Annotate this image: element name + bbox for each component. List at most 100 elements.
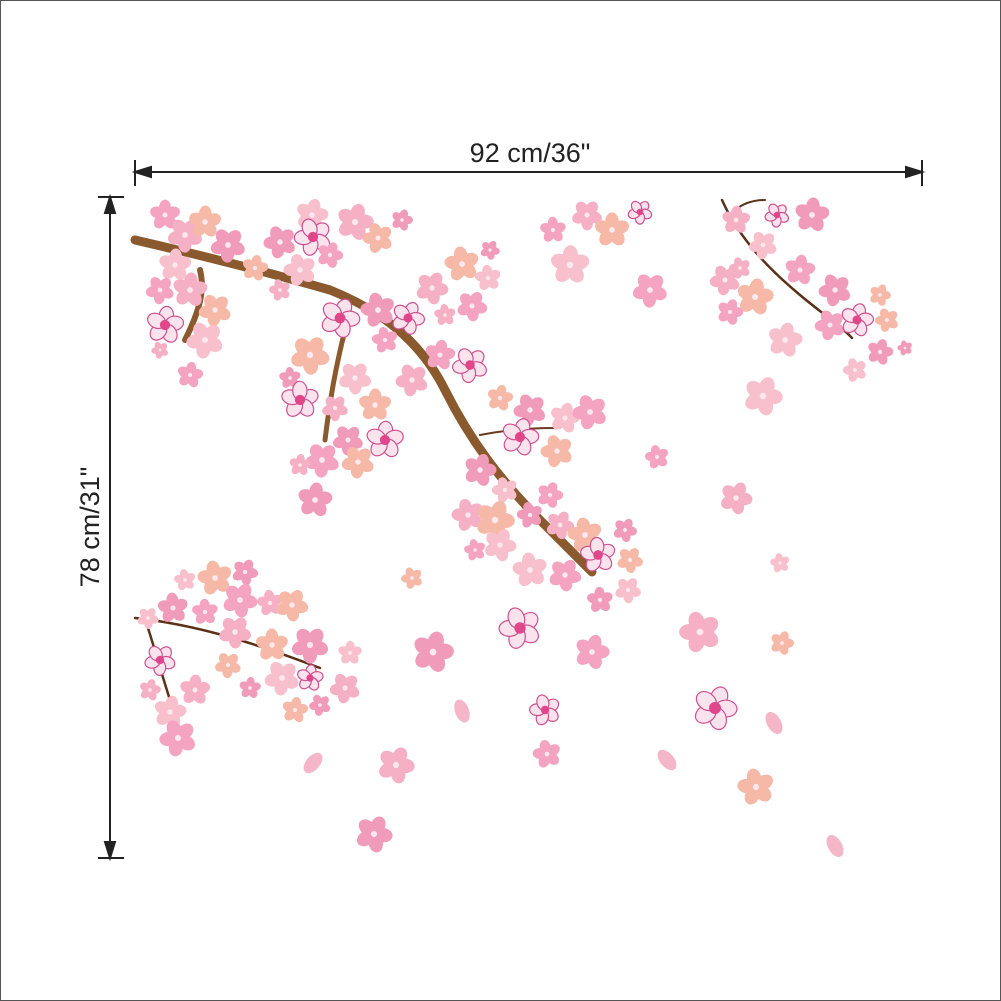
blossom-center <box>636 208 644 216</box>
blossom <box>359 388 391 420</box>
blossom <box>159 248 192 280</box>
blossom <box>538 482 564 508</box>
petal <box>392 212 403 222</box>
blossom-center <box>192 687 198 693</box>
blossom-center <box>352 375 358 381</box>
blossom <box>737 278 774 315</box>
blossom-center <box>752 783 760 791</box>
blossom-center <box>342 685 348 691</box>
blossom <box>814 310 844 341</box>
blossom <box>465 454 497 486</box>
blossom-center <box>232 629 238 635</box>
blossom-center <box>609 227 615 233</box>
blossom-center <box>187 372 193 378</box>
blossom <box>451 348 487 384</box>
petal <box>551 253 571 270</box>
blossom <box>770 553 790 573</box>
petal <box>337 426 351 441</box>
blossom <box>329 673 360 704</box>
blossom-center <box>727 309 733 315</box>
blossom <box>572 395 606 430</box>
petal <box>338 646 351 656</box>
blossom-center <box>288 376 292 380</box>
blossom <box>480 240 500 260</box>
petal <box>239 681 251 691</box>
blossom-center <box>155 655 165 665</box>
blossom <box>140 679 161 701</box>
petal <box>552 561 567 577</box>
blossom-center <box>527 512 533 518</box>
blossom-center <box>469 303 475 309</box>
petal <box>547 435 561 452</box>
blossom <box>281 380 319 417</box>
blossom <box>309 694 331 716</box>
petal <box>289 458 301 468</box>
blossom-center <box>182 232 188 238</box>
blossom <box>392 209 413 231</box>
petal <box>538 485 551 497</box>
blossom <box>239 677 261 698</box>
blossom-center <box>562 572 568 578</box>
blossom <box>157 592 188 622</box>
petal <box>465 458 481 473</box>
blossom <box>232 559 259 586</box>
petal <box>734 257 743 269</box>
blossom-center <box>225 242 231 248</box>
blossom-center <box>307 231 319 243</box>
petal <box>172 219 188 236</box>
blossom <box>769 322 803 357</box>
blossom-center <box>582 532 588 538</box>
petal <box>204 294 218 311</box>
petal <box>215 229 231 246</box>
petal <box>265 628 279 646</box>
petal <box>469 539 479 551</box>
petal <box>619 549 632 561</box>
blossom-center <box>351 218 359 226</box>
blossom-center <box>183 578 187 582</box>
petal <box>765 712 783 734</box>
blossom <box>771 631 795 655</box>
petal <box>243 259 256 271</box>
petal <box>193 322 209 341</box>
petal <box>140 682 151 692</box>
blossom-center <box>623 528 627 532</box>
petal <box>401 364 416 381</box>
blossom <box>644 445 668 469</box>
blossom <box>617 548 643 574</box>
blossom-center <box>170 605 176 611</box>
blossom-center <box>473 548 477 552</box>
blossom <box>576 634 610 669</box>
blossom <box>395 364 428 397</box>
petal <box>177 366 191 378</box>
blossom-center <box>550 227 556 233</box>
blossom <box>841 303 875 337</box>
blossom-center <box>201 336 209 344</box>
blossom-center <box>319 457 325 463</box>
blossom <box>219 617 252 649</box>
blossom <box>339 363 372 395</box>
blossom <box>210 229 245 263</box>
blossom <box>291 628 329 664</box>
blossom <box>151 341 169 359</box>
petal <box>547 216 558 231</box>
width-dimension <box>131 160 926 186</box>
blossom <box>425 339 456 370</box>
blossom-center <box>759 392 767 400</box>
blossom <box>434 304 456 325</box>
petal <box>154 341 162 351</box>
blossom <box>529 694 560 726</box>
blossom <box>842 358 866 382</box>
petal <box>414 637 435 656</box>
petal <box>753 231 766 246</box>
blossom-center <box>778 561 782 565</box>
blossom-center <box>465 360 475 370</box>
petal <box>335 673 348 689</box>
petal <box>179 569 189 581</box>
blossom-center <box>297 267 303 273</box>
blossom <box>513 394 545 427</box>
petal <box>576 639 593 655</box>
blossom <box>338 203 374 240</box>
blossom-center <box>370 830 378 838</box>
petal <box>551 407 566 421</box>
